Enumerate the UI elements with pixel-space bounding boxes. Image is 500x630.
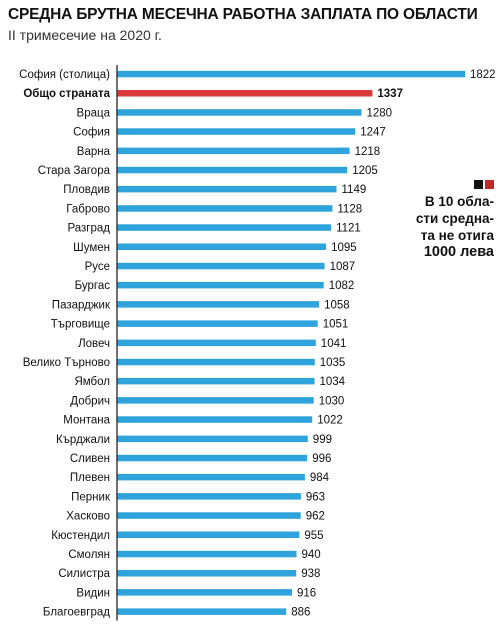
value-label: 1051 [323, 319, 349, 331]
black-square-icon [474, 180, 483, 189]
value-label: 1030 [319, 395, 345, 407]
category-label: Габрово [66, 203, 110, 215]
value-label: 1058 [324, 299, 350, 311]
value-label: 984 [310, 472, 330, 484]
bar [117, 262, 325, 270]
category-label: Стара Загора [38, 165, 111, 177]
value-label: 1128 [337, 203, 362, 215]
category-label: Видин [76, 587, 110, 599]
category-label: Кърджали [56, 434, 110, 446]
value-label: 1034 [320, 376, 346, 388]
category-label: Пловдив [63, 184, 110, 196]
bar [117, 589, 292, 596]
category-label: Благоевград [43, 607, 110, 619]
bar [117, 185, 337, 193]
value-label: 1022 [317, 415, 343, 427]
bar [117, 377, 315, 385]
bar [117, 550, 297, 558]
bar [117, 166, 348, 174]
bar [117, 435, 308, 443]
value-label: 1337 [377, 88, 403, 100]
value-label: 1247 [360, 127, 386, 139]
value-label: 1041 [321, 338, 347, 350]
value-label: 996 [312, 453, 331, 465]
value-label: 938 [301, 568, 320, 580]
category-label: Сливен [70, 453, 110, 465]
bar [117, 128, 356, 135]
callout-line-2: сти средна- [415, 211, 494, 226]
category-label: Добрич [70, 395, 110, 407]
category-label: Перник [71, 491, 111, 503]
category-label: Велико Търново [23, 357, 110, 369]
category-label: Разград [67, 223, 110, 235]
bar [117, 416, 313, 423]
category-label: Плевен [70, 472, 110, 484]
category-label: София (столица) [19, 69, 110, 81]
bar [117, 397, 314, 404]
value-label: 1822 [470, 69, 496, 81]
chart-subtitle: II тримесечие на 2020 г. [8, 27, 162, 43]
bar [117, 358, 315, 366]
value-label: 1035 [320, 357, 346, 369]
callout-line-3: та не отига [420, 228, 494, 243]
bar [117, 512, 301, 519]
category-label: Ямбол [74, 376, 110, 388]
value-label: 1095 [331, 242, 357, 254]
category-label: Пазарджик [52, 299, 111, 311]
bar [117, 243, 327, 250]
category-label: София [73, 127, 110, 139]
category-label: Русе [85, 261, 110, 273]
category-label: Кюстендил [51, 530, 110, 542]
bar [117, 224, 332, 231]
category-label: Търговище [51, 319, 110, 331]
category-label: Общо страната [23, 88, 110, 100]
callout-line-1: В 10 обла- [424, 194, 494, 209]
value-label: 1082 [329, 280, 355, 292]
bar [117, 301, 320, 308]
category-label: Шумен [73, 242, 110, 254]
value-label: 1280 [367, 107, 393, 119]
category-label: Враца [77, 107, 111, 119]
callout-note: В 10 обла- сти средна- та не отига 1000 … [402, 176, 494, 261]
category-label: Смолян [68, 549, 110, 561]
value-label: 1218 [355, 146, 381, 158]
value-label: 916 [297, 587, 316, 599]
value-label: 962 [306, 511, 325, 523]
value-label: 940 [302, 549, 321, 561]
category-label: Варна [77, 146, 111, 158]
chart-title: СРЕДНА БРУТНА МЕСЕЧНА РАБОТНА ЗАПЛАТА ПО… [8, 6, 478, 23]
bar [117, 531, 300, 538]
bar [117, 608, 287, 615]
bar [117, 70, 465, 78]
category-label: Силистра [58, 568, 110, 580]
bar [117, 281, 324, 289]
bar [117, 493, 301, 500]
bar [117, 454, 308, 462]
callout-line-4: 1000 лева [423, 244, 494, 260]
category-label: Хасково [66, 511, 110, 523]
category-label: Ловеч [78, 338, 110, 350]
bar [117, 473, 305, 481]
category-label: Монтана [63, 415, 110, 427]
value-label: 886 [291, 607, 310, 619]
callout-squares [402, 176, 494, 193]
value-label: 1205 [352, 165, 378, 177]
value-label: 963 [306, 491, 325, 503]
bar [117, 205, 333, 212]
bar [117, 570, 297, 577]
bar [117, 109, 362, 116]
category-label: Бургас [75, 280, 111, 292]
value-label: 1087 [330, 261, 356, 273]
value-label: 1121 [336, 223, 361, 235]
bar [117, 320, 318, 327]
value-label: 1149 [342, 184, 367, 196]
value-label: 999 [313, 434, 332, 446]
bar [117, 90, 373, 97]
bar [117, 339, 316, 347]
value-label: 955 [304, 530, 323, 542]
bar [117, 147, 350, 155]
red-square-icon [485, 180, 494, 189]
